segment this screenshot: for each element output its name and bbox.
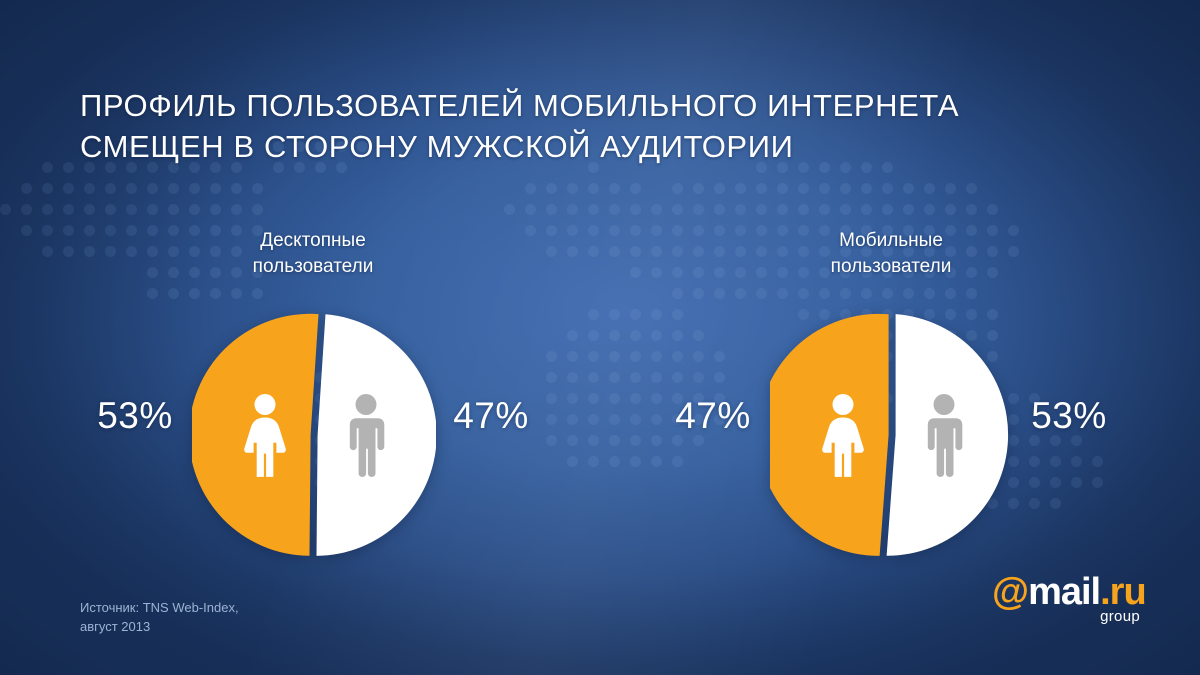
chart-desktop-caption-line-1: Десктопные [260,230,366,251]
chart-mobile-pie [770,313,1014,557]
chart-desktop-slice-male [316,314,436,556]
source-line-2: август 2013 [80,619,151,634]
chart-mobile-caption-line-2: пользователи [830,256,952,277]
page-title-line-2: СМЕЩЕН В СТОРОНУ МУЖСКОЙ АУДИТОРИИ [80,128,794,164]
male-figure-icon [349,394,385,477]
logo-ru-text: .ru [1100,571,1147,613]
chart-mobile-male-percent: 53% [1031,395,1107,436]
chart-desktop-caption-line-2: пользователи [252,256,374,277]
at-sign-icon: @ [992,571,1029,613]
chart-mobile-female-percent: 47% [675,395,751,436]
chart-mobile-caption: Мобильные пользователи [656,228,1126,280]
source-line-1: Источник: TNS Web-Index, [80,600,239,615]
female-figure-icon [244,394,286,477]
chart-mobile-pie-svg [770,313,1009,556]
chart-desktop-body: 53% 47% [78,304,548,564]
source-attribution: Источник: TNS Web-Index, август 2013 [80,598,239,636]
mailru-group-logo: @mail.ru group [992,572,1147,626]
page-title: ПРОФИЛЬ ПОЛЬЗОВАТЕЛЕЙ МОБИЛЬНОГО ИНТЕРНЕ… [80,85,1040,167]
chart-desktop-male-percent: 47% [453,395,529,436]
female-figure-icon [822,394,864,477]
chart-desktop-pie-svg [192,313,436,556]
chart-mobile-body: 47% 53% [656,304,1126,564]
logo-group-text: group [1100,608,1140,625]
male-figure-icon [927,394,963,477]
chart-desktop-pie [192,313,436,557]
chart-desktop-female-percent: 53% [97,395,173,436]
chart-desktop-caption: Десктопные пользователи [78,228,548,280]
chart-mobile-caption-line-1: Мобильные [839,230,943,251]
logo-mail-text: mail [1028,571,1101,613]
mailru-logo-wordmark: @mail.ru [992,571,1147,613]
page-title-line-1: ПРОФИЛЬ ПОЛЬЗОВАТЕЛЕЙ МОБИЛЬНОГО ИНТЕРНЕ… [80,87,960,123]
